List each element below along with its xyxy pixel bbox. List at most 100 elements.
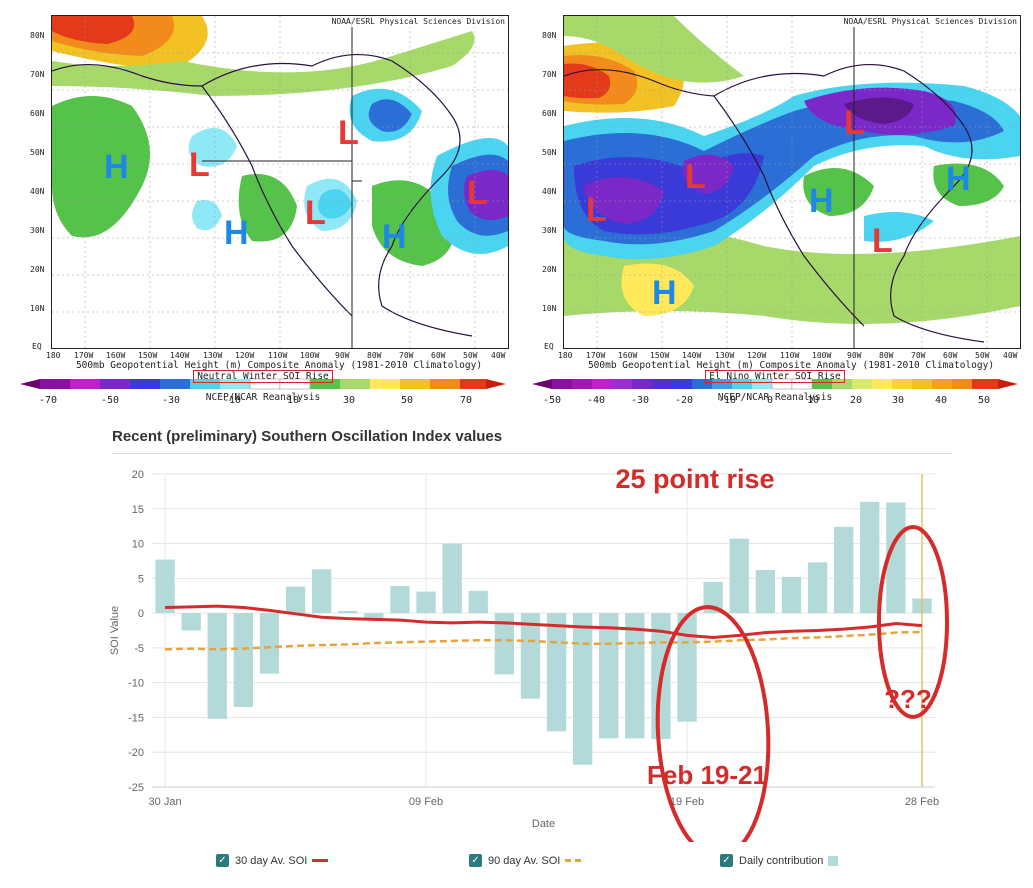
lon-label: 70W [911, 351, 926, 360]
low-marker: L [685, 158, 706, 196]
lat-label: 10N [30, 304, 45, 313]
lat-label: 70N [30, 70, 45, 79]
daily-bar [807, 562, 828, 614]
colorbar-tick: 50 [978, 395, 990, 406]
lat-label: 80N [30, 31, 45, 40]
y-tick-label: -15 [128, 712, 144, 724]
annotation-25-point-rise: 25 point rise [615, 464, 774, 494]
dashed-line-swatch [565, 859, 582, 862]
bar-swatch [828, 855, 839, 866]
map-panel-el-nino: L L L L H H H NOAA/ESRL Physical Science… [530, 12, 1021, 407]
low-marker: L [338, 114, 359, 152]
lon-label: 40W [491, 351, 506, 360]
lat-label: 40N [30, 187, 45, 196]
checkbox-icon[interactable]: ✓ [469, 854, 482, 867]
x-tick-label: 09 Feb [409, 796, 443, 808]
rise-highlight-ellipse [655, 605, 771, 842]
colorbar-tick: -40 [587, 395, 605, 406]
daily-bar [468, 590, 488, 614]
colorbar-tick: -20 [675, 395, 693, 406]
daily-bar [677, 613, 697, 722]
lat-label: 60N [30, 109, 45, 118]
lon-label: 50W [463, 351, 478, 360]
y-axis-label: SOI Value [109, 606, 121, 655]
lon-label: 160W [106, 351, 125, 360]
lon-label: 50W [975, 351, 990, 360]
checkbox-icon[interactable]: ✓ [216, 854, 229, 867]
lat-label: 20N [542, 265, 557, 274]
colorbar-tick: 10 [287, 395, 299, 406]
map-season-label: El Nino Winter SOI Rise [705, 370, 845, 383]
daily-bar [285, 586, 306, 614]
lon-label: 170W [74, 351, 93, 360]
colorbar-tick: -70 [39, 395, 57, 406]
colorbar-tick: -10 [223, 395, 241, 406]
lon-label: 90W [847, 351, 862, 360]
x-tick-label: 28 Feb [905, 796, 939, 808]
lat-label: 50N [542, 148, 557, 157]
daily-bar [860, 501, 880, 614]
map-credit: NOAA/ESRL Physical Sciences Division [840, 16, 1020, 27]
colorbar-tick: -50 [543, 395, 561, 406]
colorbar-tick: 30 [892, 395, 904, 406]
map-credit: NOAA/ESRL Physical Sciences Division [328, 16, 508, 27]
lat-label: 50N [30, 148, 45, 157]
lon-label: 120W [747, 351, 766, 360]
legend-label: 30 day Av. SOI [235, 854, 308, 867]
low-marker: L [844, 104, 865, 142]
daily-bar [886, 502, 906, 614]
colorbar [532, 378, 1018, 390]
low-marker: L [305, 194, 326, 232]
lat-label: 40N [542, 187, 557, 196]
daily-bar [572, 613, 593, 765]
daily-bar [416, 591, 436, 614]
low-marker: L [467, 174, 488, 212]
legend-item-90-day[interactable]: ✓ 90 day Av. SOI [469, 854, 582, 867]
map-source: NCEP/NCAR Reanalysis [717, 392, 833, 403]
daily-contribution-bars [155, 501, 932, 765]
daily-bar [755, 569, 776, 614]
x-axis-label: Date [532, 818, 555, 830]
lon-label: 130W [715, 351, 734, 360]
x-tick-label: 30 Jan [149, 796, 182, 808]
lat-label: EQ [32, 342, 42, 351]
lon-label: 150W [138, 351, 157, 360]
colorbar-tick: 70 [460, 395, 472, 406]
y-tick-label: 10 [132, 539, 144, 551]
chart-title: Recent (preliminary) Southern Oscillatio… [112, 428, 503, 445]
daily-bar [520, 613, 541, 699]
map-el-nino-winter: L L L L H H H NOAA/ESRL Physical Science… [563, 15, 1021, 349]
map-source: NCEP/NCAR Reanalysis [205, 392, 321, 403]
lon-label: 60W [431, 351, 446, 360]
lat-label: 30N [542, 226, 557, 235]
y-tick-label: -10 [128, 678, 144, 690]
colorbar-tick: 30 [343, 395, 355, 406]
soi-chart: 20 15 10 5 0 -5 -10 -15 -20 -25 30 Jan 09 Feb 19 Feb… [109, 464, 949, 842]
daily-bar [729, 538, 749, 614]
y-tick-label: -20 [128, 747, 144, 759]
checkbox-icon[interactable]: ✓ [720, 854, 733, 867]
legend-item-daily[interactable]: ✓ Daily contribution [720, 854, 839, 867]
y-tick-label: -25 [128, 782, 144, 794]
latest-highlight-ellipse [877, 525, 949, 719]
high-marker: H [382, 218, 407, 256]
legend-item-30-day[interactable]: ✓ 30 day Av. SOI [216, 854, 329, 867]
daily-bar [599, 613, 619, 739]
high-marker: H [946, 160, 971, 198]
lat-label: 10N [542, 304, 557, 313]
lon-label: 140W [170, 351, 189, 360]
soi-30-day-line [165, 604, 923, 639]
lon-label: 100W [812, 351, 831, 360]
lon-label: 80W [367, 351, 382, 360]
lat-label: 30N [30, 226, 45, 235]
lon-label: 70W [399, 351, 414, 360]
map-neutral-winter: H H H L L L L NOAA/ESRL Physical Science… [51, 15, 509, 349]
lon-label: 60W [943, 351, 958, 360]
annotation-feb-19-21: Feb 19-21 [647, 760, 767, 790]
colorbar-tick: -30 [631, 395, 649, 406]
chart-axes: 20 15 10 5 0 -5 -10 -15 -20 -25 30 Jan 09 Feb 19 Feb… [109, 469, 939, 830]
lat-label: 70N [542, 70, 557, 79]
lon-label: 130W [203, 351, 222, 360]
daily-bar [442, 543, 462, 614]
title-divider [112, 453, 952, 454]
